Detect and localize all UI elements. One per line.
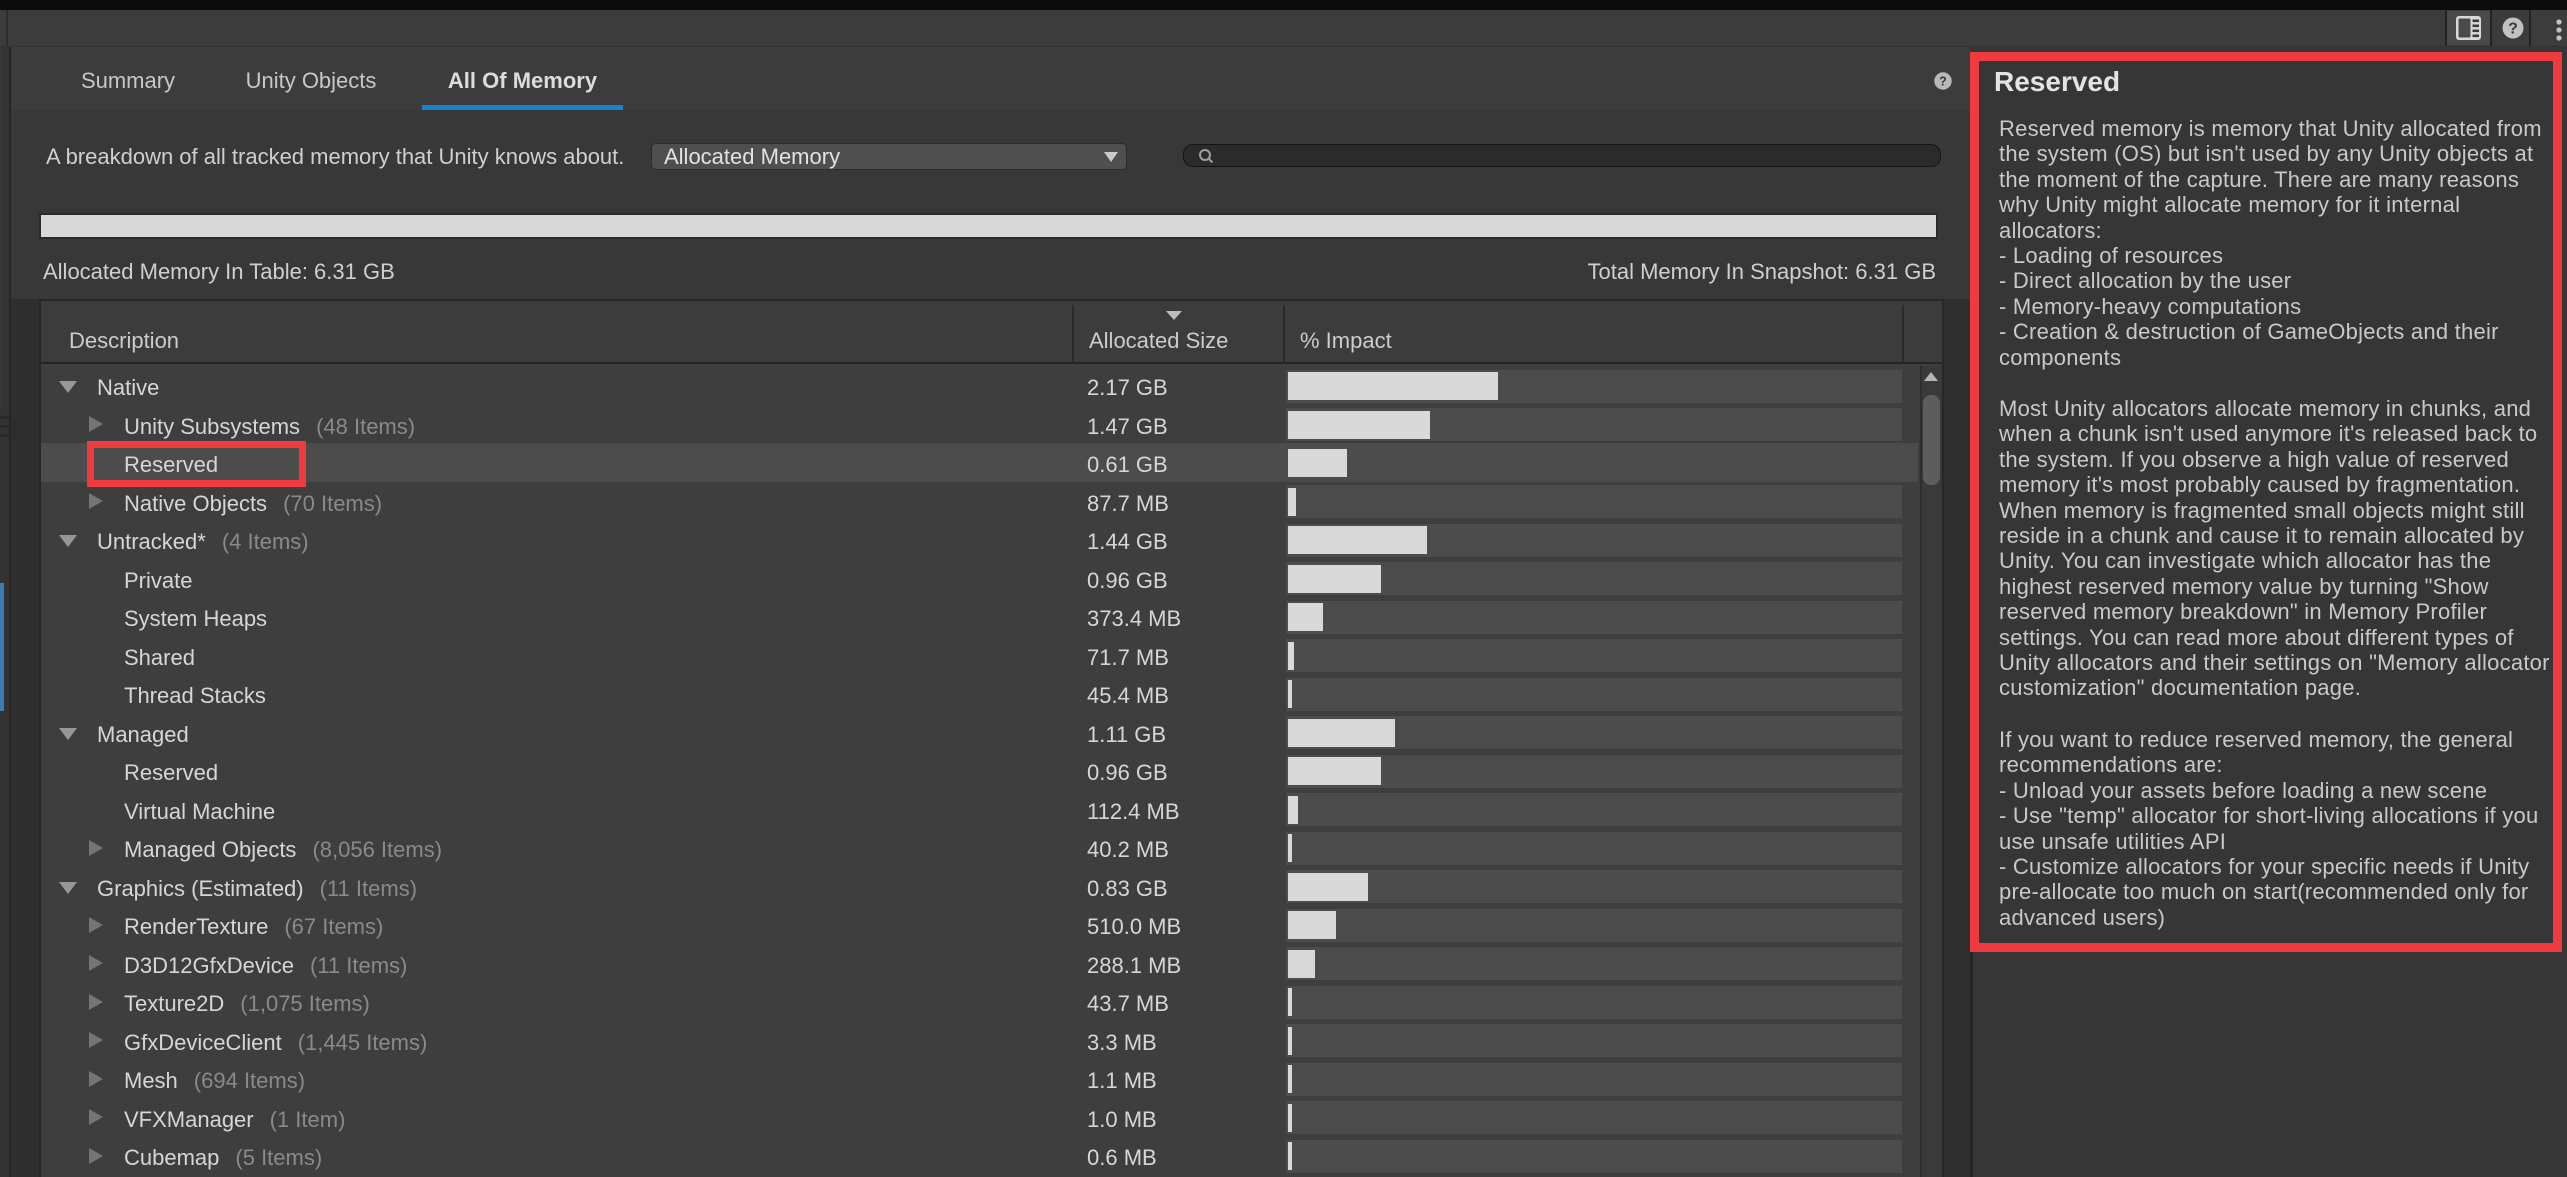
svg-text:?: ?	[2508, 21, 2518, 38]
svg-text:?: ?	[1939, 74, 1947, 88]
